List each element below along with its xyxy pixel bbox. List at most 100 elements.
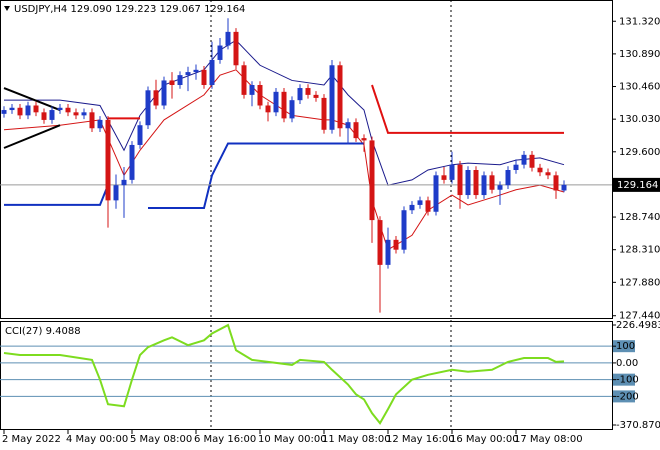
candle-body	[457, 164, 463, 196]
candle-body	[313, 94, 319, 98]
candle-body	[425, 200, 431, 212]
y-tick-label: 127.440	[619, 311, 660, 322]
candle-body	[201, 69, 207, 86]
candle-body	[217, 45, 223, 60]
candle-body	[393, 239, 399, 250]
candle-body	[169, 80, 175, 86]
x-tick-label: 17 May 08:00	[514, 434, 583, 445]
candle-body	[369, 140, 375, 221]
candle-body	[529, 154, 535, 168]
candle-body	[465, 170, 471, 196]
y-tick-label: 128.310	[619, 245, 660, 256]
x-tick-label: 5 May 08:00	[130, 434, 192, 445]
candle-body	[401, 210, 407, 250]
candle-body	[161, 80, 167, 106]
candle-body	[81, 112, 87, 116]
last-price-label: 129.164	[617, 180, 658, 191]
candle-body	[289, 100, 295, 119]
candle-body	[521, 154, 527, 165]
level-label-bg	[613, 340, 635, 353]
candle-body	[337, 65, 343, 129]
x-tick-label: 16 May 00:00	[450, 434, 519, 445]
y-tick-label: 131.320	[619, 16, 660, 27]
candle-body	[49, 110, 55, 120]
candle-body	[409, 204, 415, 211]
overlay-line	[3, 124, 61, 149]
level-label-bg	[613, 373, 635, 386]
candle-body	[505, 170, 511, 186]
candle-body	[41, 112, 47, 120]
main-panel-frame	[0, 0, 613, 319]
y-tick-label: 127.880	[619, 277, 660, 288]
candle-body	[449, 164, 455, 180]
candle-body	[241, 65, 247, 95]
candle-body	[65, 107, 71, 113]
x-tick-label: 12 May 16:00	[386, 434, 455, 445]
candle-body	[129, 144, 135, 180]
candle-body	[433, 175, 439, 212]
candle-body	[97, 119, 103, 129]
candle-body	[17, 107, 23, 116]
candle-body	[281, 91, 287, 119]
candle-body	[249, 85, 255, 95]
y-tick-label: -100	[616, 375, 639, 386]
candle-body	[9, 107, 15, 111]
x-tick-label: 6 May 16:00	[194, 434, 256, 445]
candle-body	[561, 184, 567, 191]
candle-body	[145, 90, 151, 126]
candle-body	[305, 88, 311, 95]
chart-title: USDJPY,H4 129.090 129.223 129.067 129.16…	[14, 4, 245, 15]
candle-body	[497, 185, 503, 190]
candle-body	[513, 164, 519, 171]
candle-body	[441, 175, 447, 180]
candle-body	[553, 175, 559, 191]
y-tick-label: 130.030	[619, 114, 660, 125]
y-tick-label: 130.890	[619, 49, 660, 60]
candle-body	[481, 175, 487, 196]
x-tick-label: 4 May 00:00	[66, 434, 128, 445]
candle-body	[185, 72, 191, 76]
y-tick-label: 130.460	[619, 82, 660, 93]
candle-body	[537, 167, 543, 173]
candle-body	[137, 125, 143, 145]
x-tick-label: 10 May 00:00	[258, 434, 327, 445]
level-label-bg	[613, 390, 635, 403]
candle-body	[105, 119, 111, 201]
overlay-line	[3, 87, 61, 111]
candle-body	[113, 185, 119, 201]
candle-body	[353, 122, 359, 139]
y-tick-label: 128.740	[619, 212, 660, 223]
menu-icon[interactable]	[4, 6, 10, 11]
candle-body	[33, 105, 39, 113]
candle-body	[489, 175, 495, 190]
candle-body	[153, 90, 159, 106]
candle-body	[57, 107, 63, 111]
y-tick-label: 129.600	[619, 147, 660, 158]
candle-body	[329, 65, 335, 130]
candle-body	[193, 69, 199, 73]
candle-body	[545, 172, 551, 176]
candle-body	[265, 105, 271, 113]
candle-body	[121, 179, 127, 186]
candle-body	[233, 31, 239, 66]
candle-body	[345, 122, 351, 129]
candle-body	[377, 220, 383, 265]
x-tick-label: 11 May 08:00	[322, 434, 391, 445]
candle-body	[225, 31, 231, 46]
candle-body	[209, 59, 215, 86]
candle-body	[385, 239, 391, 265]
candle-body	[177, 75, 183, 86]
candle-body	[361, 138, 367, 141]
overlay-line	[4, 184, 109, 206]
candle-body	[1, 110, 7, 114]
x-tick-label: 2 May 2022	[2, 434, 61, 445]
candle-body	[257, 85, 263, 106]
overlay-line	[148, 142, 364, 209]
y-tick-label: 0.00	[616, 358, 638, 369]
candle-body	[297, 88, 303, 101]
y-tick-label: 100	[616, 341, 635, 352]
y-tick-label: -200	[616, 391, 639, 402]
last-price-tag	[612, 177, 660, 192]
candle-body	[73, 112, 79, 116]
